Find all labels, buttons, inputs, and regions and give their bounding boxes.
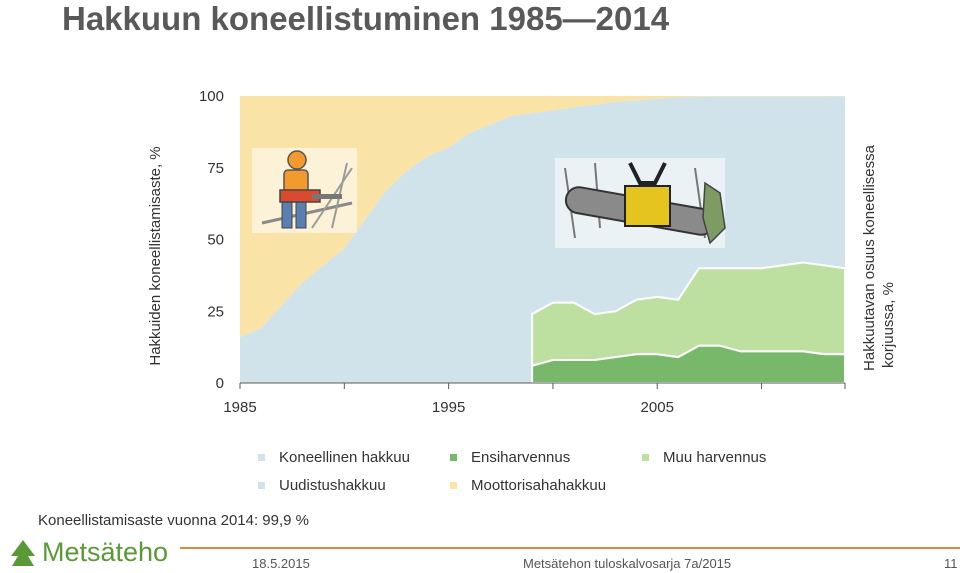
chart-illustrations bbox=[252, 148, 726, 248]
legend-swatch bbox=[450, 453, 457, 461]
y-axis-label-left: Hakkuiden koneellistamisaste, % bbox=[147, 146, 164, 365]
legend-swatch bbox=[258, 481, 265, 489]
legend-label: Koneellinen hakkuu bbox=[279, 448, 410, 466]
logo-text: Metsäteho bbox=[42, 537, 169, 567]
y-axis-label-right-line1: Hakkuutavan osuus koneellisessa bbox=[861, 144, 878, 371]
legend-swatch bbox=[642, 453, 649, 461]
y-tick-label: 0 bbox=[216, 375, 224, 392]
y-tick-label: 100 bbox=[199, 88, 224, 105]
legend-label: Ensiharvennus bbox=[471, 448, 571, 466]
x-tick-label: 2005 bbox=[641, 399, 674, 416]
legend-label: Uudistushakkuu bbox=[279, 476, 386, 494]
legend-swatch bbox=[258, 453, 265, 461]
chart-legend: Koneellinen hakkuu Ensiharvennus Muu harve… bbox=[258, 446, 818, 496]
chainsaw-worker-icon bbox=[252, 148, 357, 233]
legend-swatch bbox=[450, 481, 457, 489]
y-tick-label: 50 bbox=[207, 232, 224, 249]
legend-label: Moottorisahahakkuu bbox=[471, 476, 607, 494]
legend-label: Muu harvennus bbox=[663, 448, 767, 466]
page-number: 11 bbox=[944, 556, 958, 571]
footer-series: Metsätehon tuloskalvosarja 7a/2015 bbox=[523, 556, 732, 571]
footer-divider bbox=[180, 547, 960, 549]
y-tick-label: 75 bbox=[207, 160, 224, 177]
y-axis-label-right-line2: korjuussa, % bbox=[880, 282, 897, 368]
area-ensiharvennus bbox=[531, 344, 846, 384]
chart-axes: 1985 1995 2005 0 25 50 75 100 bbox=[199, 88, 846, 416]
area-moottorisahahakkuu bbox=[240, 96, 845, 338]
x-tick-label: 1985 bbox=[223, 399, 256, 416]
legend-item: Muu harvennus bbox=[642, 446, 818, 468]
chart-areas bbox=[240, 96, 846, 384]
metsateho-logo: Metsäteho bbox=[8, 537, 168, 568]
x-tick-label: 1995 bbox=[432, 399, 465, 416]
legend-item: Uudistushakkuu bbox=[258, 474, 450, 496]
legend-item: Moottorisahahakkuu bbox=[450, 474, 642, 496]
page-title: Hakkuun koneellistuminen 1985—2014 bbox=[62, 0, 670, 37]
legend-item: Koneellinen hakkuu bbox=[258, 446, 450, 468]
footer-date: 18.5.2015 bbox=[252, 556, 310, 571]
legend-item: Ensiharvennus bbox=[450, 446, 642, 468]
mechanization-note: Koneellistamisaste vuonna 2014: 99,9 % bbox=[38, 512, 310, 529]
harvester-head-icon bbox=[555, 158, 726, 248]
tree-logo-icon bbox=[11, 539, 35, 566]
y-tick-label: 25 bbox=[207, 303, 224, 320]
